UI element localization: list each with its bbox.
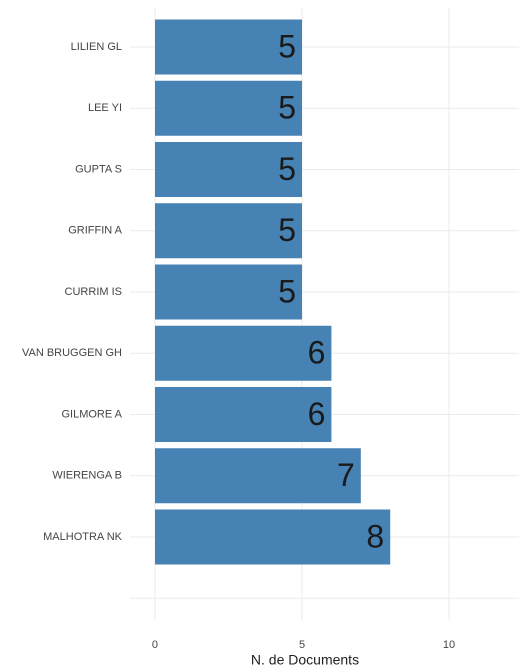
- data-label: 6: [308, 396, 326, 432]
- y-tick-label: GUPTA S: [75, 163, 122, 175]
- data-label: 5: [278, 212, 296, 248]
- data-label: 5: [278, 90, 296, 126]
- x-tick-label: 5: [299, 639, 305, 651]
- data-label: 5: [278, 151, 296, 187]
- bar: [154, 80, 303, 136]
- y-tick-label: GRIFFIN A: [68, 225, 122, 237]
- y-tick-label: LEE YI: [88, 102, 122, 114]
- bar: [154, 142, 303, 197]
- bar: [154, 387, 332, 442]
- bar: [154, 19, 303, 75]
- y-tick-label: LILIEN GL: [71, 41, 122, 53]
- y-tick-label: VAN BRUGGEN GH: [22, 347, 122, 359]
- bar: [154, 264, 303, 320]
- bar: [154, 325, 332, 381]
- data-label: 7: [337, 457, 355, 493]
- data-label: 8: [366, 518, 384, 554]
- x-tick-label: 10: [443, 639, 455, 651]
- y-tick-label: MALHOTRA NK: [43, 531, 123, 543]
- data-label: 6: [308, 335, 326, 371]
- y-tick-label: GILMORE A: [61, 408, 122, 420]
- bar: [154, 203, 303, 259]
- x-tick-label: 0: [152, 639, 158, 651]
- data-label: 5: [278, 273, 296, 309]
- y-tick-label: WIERENGA B: [52, 470, 122, 482]
- bar: [154, 448, 361, 504]
- x-axis-title: N. de Documents: [251, 652, 359, 667]
- y-tick-label: CURRIM IS: [65, 286, 122, 298]
- bar: [154, 509, 391, 565]
- data-label: 5: [278, 28, 296, 64]
